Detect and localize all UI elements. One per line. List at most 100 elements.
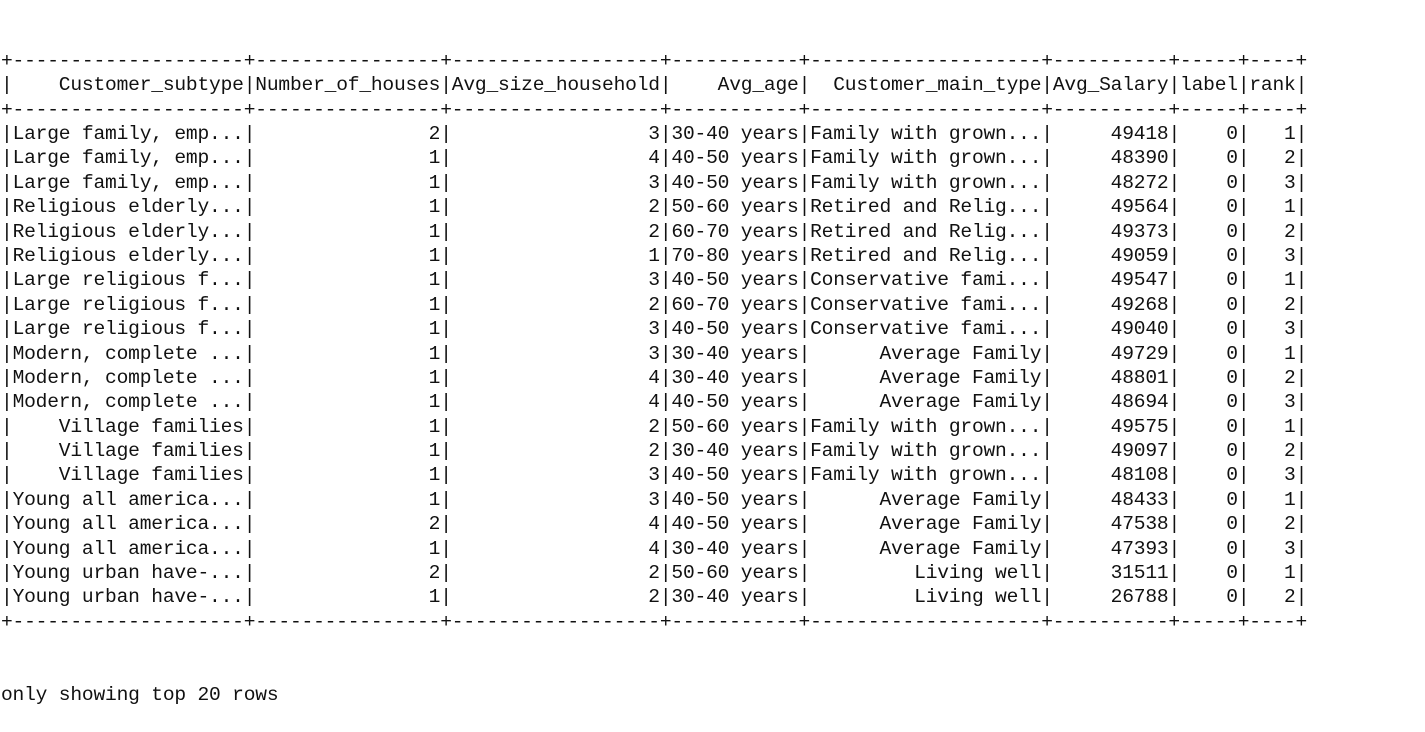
- table-cell: 4: [451, 147, 660, 170]
- table-cell: 2: [1249, 147, 1296, 170]
- table-cell: 0: [1180, 586, 1238, 609]
- table-cell: 48801: [1052, 366, 1169, 389]
- table-cell: Young urban have-...: [12, 562, 244, 585]
- table-cell: 0: [1180, 366, 1238, 389]
- table-cell: 1: [255, 220, 441, 243]
- table-cell: Modern, complete ...: [12, 342, 244, 365]
- table-cell: 31511: [1052, 562, 1169, 585]
- table-cell: 49547: [1052, 269, 1169, 292]
- table-cell: 2: [255, 513, 441, 536]
- table-cell: Family with grown...: [810, 171, 1042, 194]
- table-cell: 4: [451, 537, 660, 560]
- table-cell: 0: [1180, 537, 1238, 560]
- table-cell: 2: [451, 586, 660, 609]
- table-cell: 2: [255, 122, 441, 145]
- column-header: Avg_age: [671, 74, 799, 97]
- column-header: Customer_main_type: [810, 74, 1042, 97]
- table-cell: Average Family: [810, 391, 1042, 414]
- table-cell: Family with grown...: [810, 147, 1042, 170]
- table-cell: 50-60 years: [671, 562, 799, 585]
- table-cell: 49575: [1052, 415, 1169, 438]
- column-header: Avg_Salary: [1052, 74, 1169, 97]
- table-cell: Retired and Relig...: [810, 244, 1042, 267]
- table-cell: Retired and Relig...: [810, 220, 1042, 243]
- table-cell: 2: [1249, 220, 1296, 243]
- table-cell: 1: [1249, 269, 1296, 292]
- table-cell: 0: [1180, 464, 1238, 487]
- table-cell: 2: [1249, 293, 1296, 316]
- table-cell: 40-50 years: [671, 171, 799, 194]
- table-cell: 0: [1180, 147, 1238, 170]
- table-cell: 2: [1249, 440, 1296, 463]
- table-cell: 40-50 years: [671, 147, 799, 170]
- column-header: rank: [1249, 74, 1296, 97]
- table-cell: 26788: [1052, 586, 1169, 609]
- table-cell: Village families: [12, 464, 244, 487]
- table-cell: 4: [451, 513, 660, 536]
- table-cell: 0: [1180, 562, 1238, 585]
- table-cell: 3: [1249, 537, 1296, 560]
- table-cell: 0: [1180, 244, 1238, 267]
- table-cell: 1: [255, 366, 441, 389]
- table-cell: Conservative fami...: [810, 293, 1042, 316]
- table-cell: Village families: [12, 440, 244, 463]
- table-cell: 1: [255, 147, 441, 170]
- table-cell: 40-50 years: [671, 488, 799, 511]
- table-cell: 1: [255, 488, 441, 511]
- table-cell: 48433: [1052, 488, 1169, 511]
- table-cell: Modern, complete ...: [12, 391, 244, 414]
- table-cell: 40-50 years: [671, 464, 799, 487]
- table-cell: Average Family: [810, 488, 1042, 511]
- table-cell: 2: [255, 562, 441, 585]
- table-header-row: | Customer_subtype|Number_of_houses|Avg_…: [1, 74, 1308, 97]
- table-cell: 49040: [1052, 318, 1169, 341]
- table-cell: 0: [1180, 513, 1238, 536]
- table-row: | Village families| 1| 2|30-40 years|Fam…: [1, 440, 1308, 463]
- table-row: |Young all america...| 2| 4|40-50 years|…: [1, 513, 1308, 536]
- table-cell: 2: [451, 220, 660, 243]
- table-cell: Family with grown...: [810, 440, 1042, 463]
- table-cell: 30-40 years: [671, 342, 799, 365]
- column-header: label: [1180, 74, 1238, 97]
- row-limit-note: only showing top 20 rows: [1, 684, 279, 706]
- table-cell: 30-40 years: [671, 537, 799, 560]
- table-cell: 3: [1249, 318, 1296, 341]
- table-cell: 0: [1180, 488, 1238, 511]
- table-cell: 1: [1249, 415, 1296, 438]
- table-cell: 3: [1249, 171, 1296, 194]
- table-cell: 30-40 years: [671, 366, 799, 389]
- table-cell: 60-70 years: [671, 293, 799, 316]
- table-cell: 3: [1249, 391, 1296, 414]
- table-cell: Village families: [12, 415, 244, 438]
- table-cell: 1: [255, 269, 441, 292]
- table-cell: 0: [1180, 318, 1238, 341]
- table-cell: 4: [451, 391, 660, 414]
- table-cell: 1: [255, 415, 441, 438]
- table-cell: 3: [451, 122, 660, 145]
- table-cell: 3: [1249, 244, 1296, 267]
- table-row: |Young urban have-...| 2| 2|50-60 years|…: [1, 562, 1308, 585]
- column-header: Avg_size_household: [451, 74, 660, 97]
- table-cell: Large family, emp...: [12, 122, 244, 145]
- table-cell: 1: [255, 244, 441, 267]
- table-cell: 1: [255, 391, 441, 414]
- table-cell: 3: [451, 488, 660, 511]
- table-cell: 0: [1180, 415, 1238, 438]
- table-cell: 49373: [1052, 220, 1169, 243]
- table-cell: 2: [451, 293, 660, 316]
- table-cell: Religious elderly...: [12, 244, 244, 267]
- table-cell: 4: [451, 366, 660, 389]
- table-cell: 3: [451, 318, 660, 341]
- table-row: | Village families| 1| 3|40-50 years|Fam…: [1, 464, 1308, 487]
- table-cell: 1: [1249, 196, 1296, 219]
- table-cell: 3: [451, 171, 660, 194]
- table-cell: 49729: [1052, 342, 1169, 365]
- table-cell: 1: [255, 196, 441, 219]
- table-cell: Living well: [810, 562, 1042, 585]
- table-row: | Village families| 1| 2|50-60 years|Fam…: [1, 415, 1308, 438]
- table-cell: 40-50 years: [671, 318, 799, 341]
- table-cell: Living well: [810, 586, 1042, 609]
- table-cell: Young all america...: [12, 513, 244, 536]
- table-row: |Young urban have-...| 1| 2|30-40 years|…: [1, 586, 1308, 609]
- table-cell: 1: [255, 171, 441, 194]
